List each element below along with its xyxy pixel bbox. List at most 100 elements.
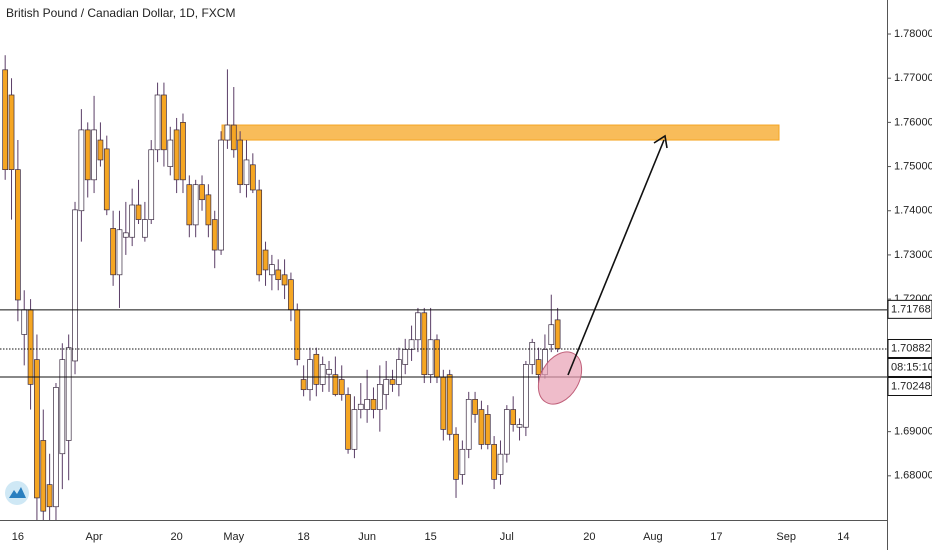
candle-body [262, 249, 269, 271]
candle-body [269, 264, 275, 276]
candle-body [516, 424, 523, 428]
candle-body [21, 309, 28, 335]
candle-body [319, 364, 326, 385]
candle-body [345, 394, 351, 450]
arrow-head [653, 134, 668, 149]
candle-body [192, 184, 199, 226]
x-tick-label: 14 [837, 531, 849, 543]
candle-body [78, 129, 85, 212]
candle-body [211, 219, 218, 251]
candle-body [478, 409, 485, 445]
price-label-box [887, 376, 932, 396]
resistance-zone [221, 124, 780, 141]
x-tick-label: May [223, 531, 244, 543]
candle-body [230, 124, 237, 151]
candle-body [199, 184, 205, 201]
candle-body [59, 359, 66, 455]
candle-body [421, 312, 428, 375]
price-label-box [887, 299, 932, 319]
logo[interactable] [5, 481, 29, 505]
candle-body [548, 324, 555, 345]
candle-body [351, 409, 358, 450]
candle-body [46, 484, 53, 508]
x-tick-label: 18 [298, 531, 310, 543]
price-label: 1.70248 [891, 380, 931, 392]
candle-body [497, 453, 504, 475]
candle-body [161, 94, 167, 151]
candle-body [383, 379, 390, 395]
candle-body [103, 148, 110, 211]
candle-body [27, 309, 34, 385]
candle-body [459, 448, 466, 475]
candle-body [167, 139, 174, 167]
candle-body [40, 440, 47, 512]
x-tick-label: 16 [12, 531, 24, 543]
candle-body [116, 229, 123, 276]
x-tick-label: 20 [171, 531, 183, 543]
candle-body [256, 189, 263, 276]
y-tick-label: 1.69000 [894, 426, 932, 438]
x-tick-label: Jul [500, 531, 514, 543]
x-tick-label: Sep [776, 531, 796, 543]
candle-body [249, 164, 256, 191]
candle-body [72, 209, 78, 362]
candle-body [396, 359, 402, 385]
y-tick-label: 1.76000 [894, 116, 932, 128]
candle-body [332, 374, 339, 395]
candle-body [142, 219, 148, 238]
candle-body [376, 384, 383, 410]
countdown: 08:15:10 [891, 361, 932, 373]
x-tick-label: Jun [358, 531, 376, 543]
candle-body [8, 94, 15, 171]
candle-body [110, 228, 116, 276]
candle-body [53, 387, 59, 508]
candle-body [180, 122, 186, 181]
plot-area [0, 55, 887, 520]
candle-body [15, 169, 21, 301]
candle-body [97, 139, 104, 161]
candle-body [154, 94, 161, 151]
candle-body [300, 379, 307, 391]
countdown-box [887, 357, 932, 377]
candle-body [65, 347, 72, 441]
price-label: 1.70882 [891, 342, 931, 354]
logo-circle[interactable] [5, 481, 29, 505]
candle-body [91, 129, 97, 181]
x-tick-label: 20 [583, 531, 595, 543]
candle-body [510, 409, 517, 425]
candle-body [503, 409, 510, 455]
candle-body [535, 359, 542, 375]
candle-body [446, 374, 453, 435]
candle-body [415, 312, 421, 341]
candle-body [224, 124, 231, 141]
y-tick-label: 1.77000 [894, 72, 932, 84]
candle-body [218, 139, 224, 251]
candle-body [173, 129, 180, 181]
chart-title: British Pound / Canadian Dollar, 1D, FXC… [6, 6, 235, 20]
y-tick-label: 1.78000 [894, 28, 932, 40]
candle-body [434, 339, 440, 378]
candle-body [205, 194, 212, 226]
candle-body [243, 159, 250, 186]
candle-body [148, 149, 155, 220]
arrow-line [567, 139, 665, 376]
candle-body [135, 204, 142, 220]
candle-body [523, 364, 529, 428]
logo-icon[interactable] [9, 487, 26, 498]
candle-body [453, 433, 459, 480]
candle-body [389, 379, 396, 385]
candle-body [34, 359, 40, 499]
candle-body [326, 368, 332, 375]
candle-body [554, 319, 561, 349]
y-tick-label: 1.73000 [894, 249, 932, 261]
candle-body [472, 399, 478, 415]
candle-body [307, 359, 313, 391]
candle-body [402, 349, 409, 365]
candle-body [84, 129, 91, 181]
x-tick-label: Apr [86, 531, 103, 543]
candle-body [484, 414, 491, 445]
candle-body [237, 139, 243, 186]
